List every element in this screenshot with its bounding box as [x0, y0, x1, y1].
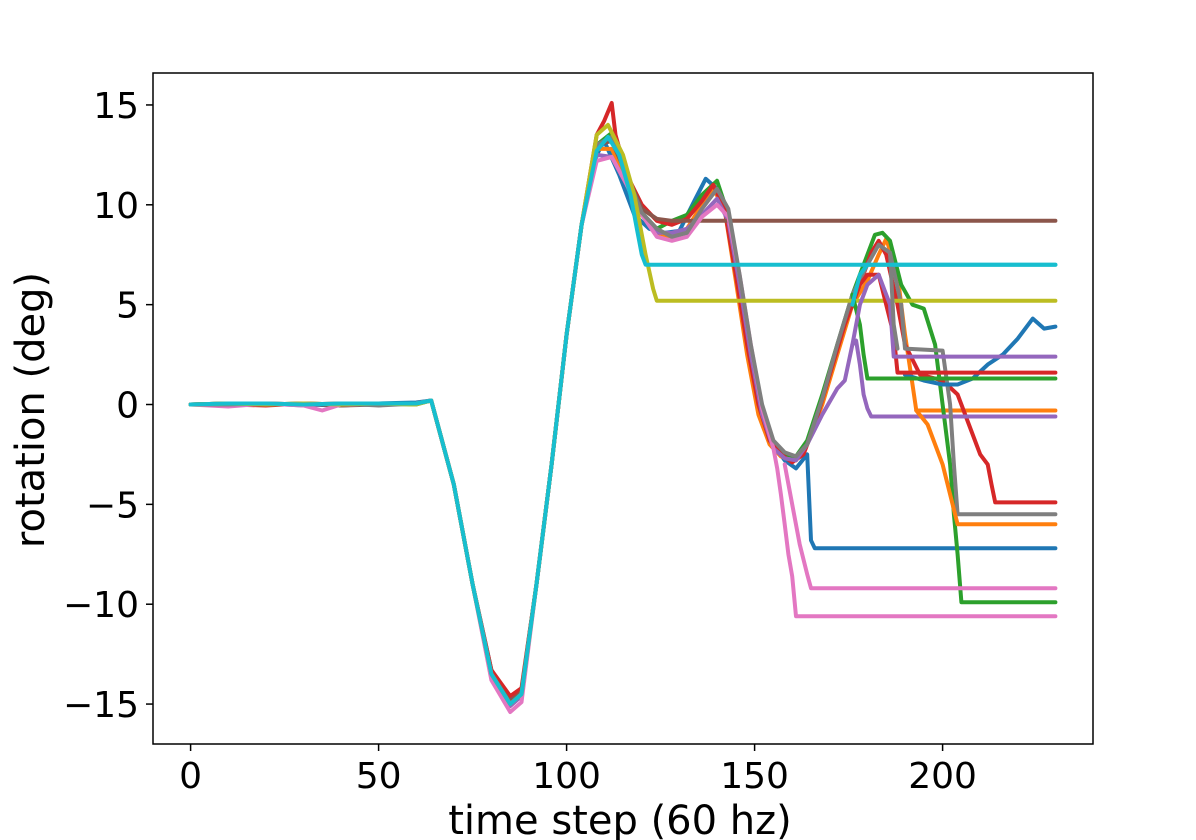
x-tick-label: 150: [720, 756, 789, 797]
x-tick-label: 100: [532, 756, 601, 797]
series-line-17: [782, 462, 1058, 591]
series-line-14: [857, 272, 1058, 375]
series-line-18: [850, 262, 1058, 307]
series-line-15: [850, 272, 1058, 359]
y-tick-label: 5: [116, 286, 139, 327]
plot-frame: [152, 72, 1094, 745]
series-line-11: [903, 316, 1058, 387]
x-axis-title: time step (60 hz): [448, 798, 792, 840]
x-tick-label: 50: [356, 756, 402, 797]
y-tick-label: −15: [63, 685, 139, 726]
series-line-10: [188, 134, 1058, 707]
series-line-12: [914, 408, 1058, 527]
series-layer: [188, 101, 1058, 714]
y-tick-label: 0: [116, 386, 139, 427]
y-axis-title: rotation (deg): [8, 272, 54, 548]
y-tick-label: 15: [93, 86, 139, 127]
series-line-16: [888, 250, 900, 351]
x-tick-label: 0: [179, 756, 202, 797]
y-tick-label: 10: [93, 186, 139, 227]
y-tick-label: −10: [63, 585, 139, 626]
x-tick-label: 200: [908, 756, 977, 797]
y-tick-label: −5: [86, 485, 139, 526]
